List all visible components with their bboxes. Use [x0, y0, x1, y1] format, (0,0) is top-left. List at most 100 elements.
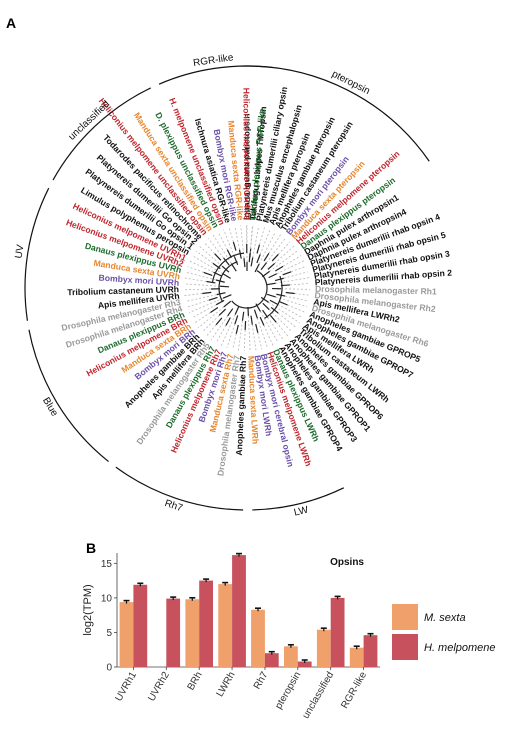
tree-tip-line [258, 231, 276, 265]
tree-branch [256, 254, 261, 264]
bar-h-melpomene [297, 661, 312, 667]
tree-node-arc [211, 252, 245, 283]
tree-branch [202, 291, 212, 295]
tree-tip-line [223, 229, 235, 257]
bar-m-sexta [119, 602, 134, 667]
legend-label: H. melpomene [424, 642, 496, 654]
tree-leaf-label: Drosophila melanogaster Rh1 [315, 284, 437, 297]
tree-tip-line [184, 293, 203, 297]
tree-tip-line [274, 245, 295, 264]
tree-tip-line [203, 241, 216, 255]
tree-tip-line [249, 225, 253, 254]
tree-tip-line [206, 324, 217, 337]
tree-branch [268, 273, 278, 279]
tree-tip-line [217, 231, 228, 250]
tree-branch [206, 280, 216, 284]
tree-branch [215, 317, 223, 326]
tree-tip-line [188, 297, 224, 314]
y-tick-label: 15 [101, 559, 113, 570]
tree-branch [227, 308, 234, 317]
tree-tip-line [234, 226, 240, 250]
bar-m-sexta [251, 609, 265, 667]
tree-tip-line [285, 295, 309, 302]
tree-tip-line [282, 255, 302, 267]
tree-tip-line [195, 250, 214, 264]
tree-branch [250, 257, 254, 267]
tree-node-arc [264, 275, 283, 319]
x-tick-label: RGR-like [339, 670, 369, 711]
legend-label: M. sexta [424, 612, 466, 624]
clade-arc [24, 187, 50, 321]
clade-arc [158, 65, 273, 85]
bar-h-melpomene [330, 597, 345, 667]
tree-branch [220, 285, 230, 288]
tree-node-arc [218, 261, 238, 303]
tree-tip-line [192, 255, 224, 275]
clade-label: pteropsin [330, 69, 372, 97]
tree-branch [262, 302, 270, 311]
tree-tip-line [263, 325, 274, 346]
x-tick-label: unclassified [301, 670, 337, 721]
tree-tip-line [269, 250, 298, 272]
tree-branch [279, 300, 288, 306]
tree-branch [208, 296, 218, 301]
bar-m-sexta [185, 599, 200, 667]
tree-leaf-label: Manduca sexta LWRh [246, 356, 260, 445]
tree-branch [203, 271, 213, 276]
bar-h-melpomene [133, 584, 148, 667]
tree-tip-line [277, 312, 297, 328]
tree-branch [274, 265, 284, 272]
tree-branch [271, 253, 279, 262]
tree-branch [266, 293, 276, 298]
tree-tip-line [259, 227, 265, 245]
legend-swatch [392, 634, 418, 660]
tree-branch [214, 253, 222, 261]
clade-arc [115, 466, 244, 511]
tree-branch [282, 271, 292, 276]
bar-h-melpomene [363, 635, 378, 667]
panel-b-label: B [86, 540, 96, 556]
tree-tip-line [251, 324, 257, 351]
x-tick-label: Rh7 [252, 670, 271, 692]
tree-tip-line [201, 315, 220, 333]
tree-tip-line [221, 314, 236, 346]
tree-tip-line [283, 271, 308, 279]
tree-tip-line [257, 318, 268, 348]
tree-leaf-label: Tribolium castaneum UVRh [67, 284, 179, 297]
x-tick-label: UVRh2 [146, 670, 172, 704]
tree-branch [222, 273, 231, 279]
clade-arc [28, 329, 109, 463]
tree-branch [269, 315, 277, 323]
panel-a-label: A [6, 15, 16, 31]
tree-leaf-label: Heliconius melpomene RGR-like [241, 88, 252, 221]
tree-tip-line [184, 277, 207, 282]
clade-arc [252, 487, 345, 511]
tree-branch [254, 263, 260, 273]
tree-tip-line [184, 283, 221, 287]
tree-tip-line [275, 321, 289, 337]
tree-branch [253, 309, 258, 319]
tree-tip-line [189, 260, 214, 273]
tree-tip-line [185, 294, 217, 302]
tree-tip-line [287, 304, 306, 313]
tree-leaf-label: Iguana iguana parietopsin [241, 114, 251, 220]
bar-h-melpomene [232, 555, 246, 667]
tree-tip-line [260, 311, 279, 343]
clade-arc [52, 87, 151, 181]
clade-arc [241, 65, 430, 162]
legend-swatch [392, 604, 418, 630]
tree-tip-line [266, 237, 286, 263]
tree-tip-line [280, 288, 310, 290]
tree-branch [234, 315, 239, 325]
tree-tip-line [232, 333, 237, 350]
tree-branch [243, 258, 246, 268]
tree-branch [266, 282, 276, 286]
y-tick-label: 0 [106, 663, 112, 674]
tree-branch [260, 262, 267, 271]
x-tick-label: BRh [186, 670, 205, 692]
tree-tip-line [289, 283, 310, 286]
tree-branch [218, 308, 227, 316]
tree-branch [285, 291, 295, 295]
